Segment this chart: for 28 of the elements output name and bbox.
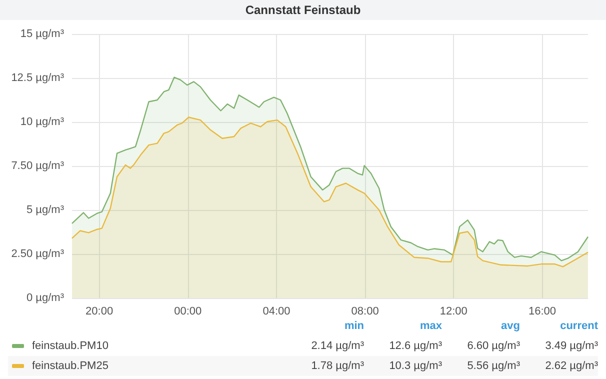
- text: current: [559, 320, 598, 332]
- x-tick-label: 20:00: [86, 306, 114, 318]
- y-tick-label: 2.50 µg/m³: [11, 248, 64, 260]
- y-tick-label: 12.5 µg/m³: [11, 72, 64, 84]
- x-tick-label: 00:00: [174, 306, 202, 318]
- text: 12.6 µg/m³: [388, 340, 442, 352]
- x-tick-label: 08:00: [351, 306, 379, 318]
- y-tick-label: 0 µg/m³: [26, 292, 64, 304]
- legend-label: feinstaub.PM25: [32, 360, 110, 372]
- text: 3.49 µg/m³: [544, 340, 598, 352]
- legend-label: feinstaub.PM10: [32, 340, 110, 352]
- x-tick-label: 16:00: [528, 306, 556, 318]
- y-tick-label: 10 µg/m³: [20, 116, 64, 128]
- text: 1.78 µg/m³: [310, 360, 364, 372]
- chart-title: Cannstatt Feinstaub: [0, 0, 606, 20]
- y-tick-label: 15 µg/m³: [20, 28, 64, 40]
- text: 2.62 µg/m³: [544, 360, 598, 372]
- y-tick-label: 7.50 µg/m³: [11, 160, 64, 172]
- y-tick-label: 5 µg/m³: [26, 204, 64, 216]
- x-tick-label: 04:00: [262, 306, 290, 318]
- text: 5.56 µg/m³: [466, 360, 520, 372]
- text: 2.14 µg/m³: [310, 340, 364, 352]
- text: max: [418, 320, 442, 332]
- x-tick-label: 12:00: [440, 306, 468, 318]
- text: 6.60 µg/m³: [466, 340, 520, 352]
- text: avg: [500, 320, 520, 332]
- text: min: [343, 320, 364, 332]
- text: 10.3 µg/m³: [388, 360, 442, 372]
